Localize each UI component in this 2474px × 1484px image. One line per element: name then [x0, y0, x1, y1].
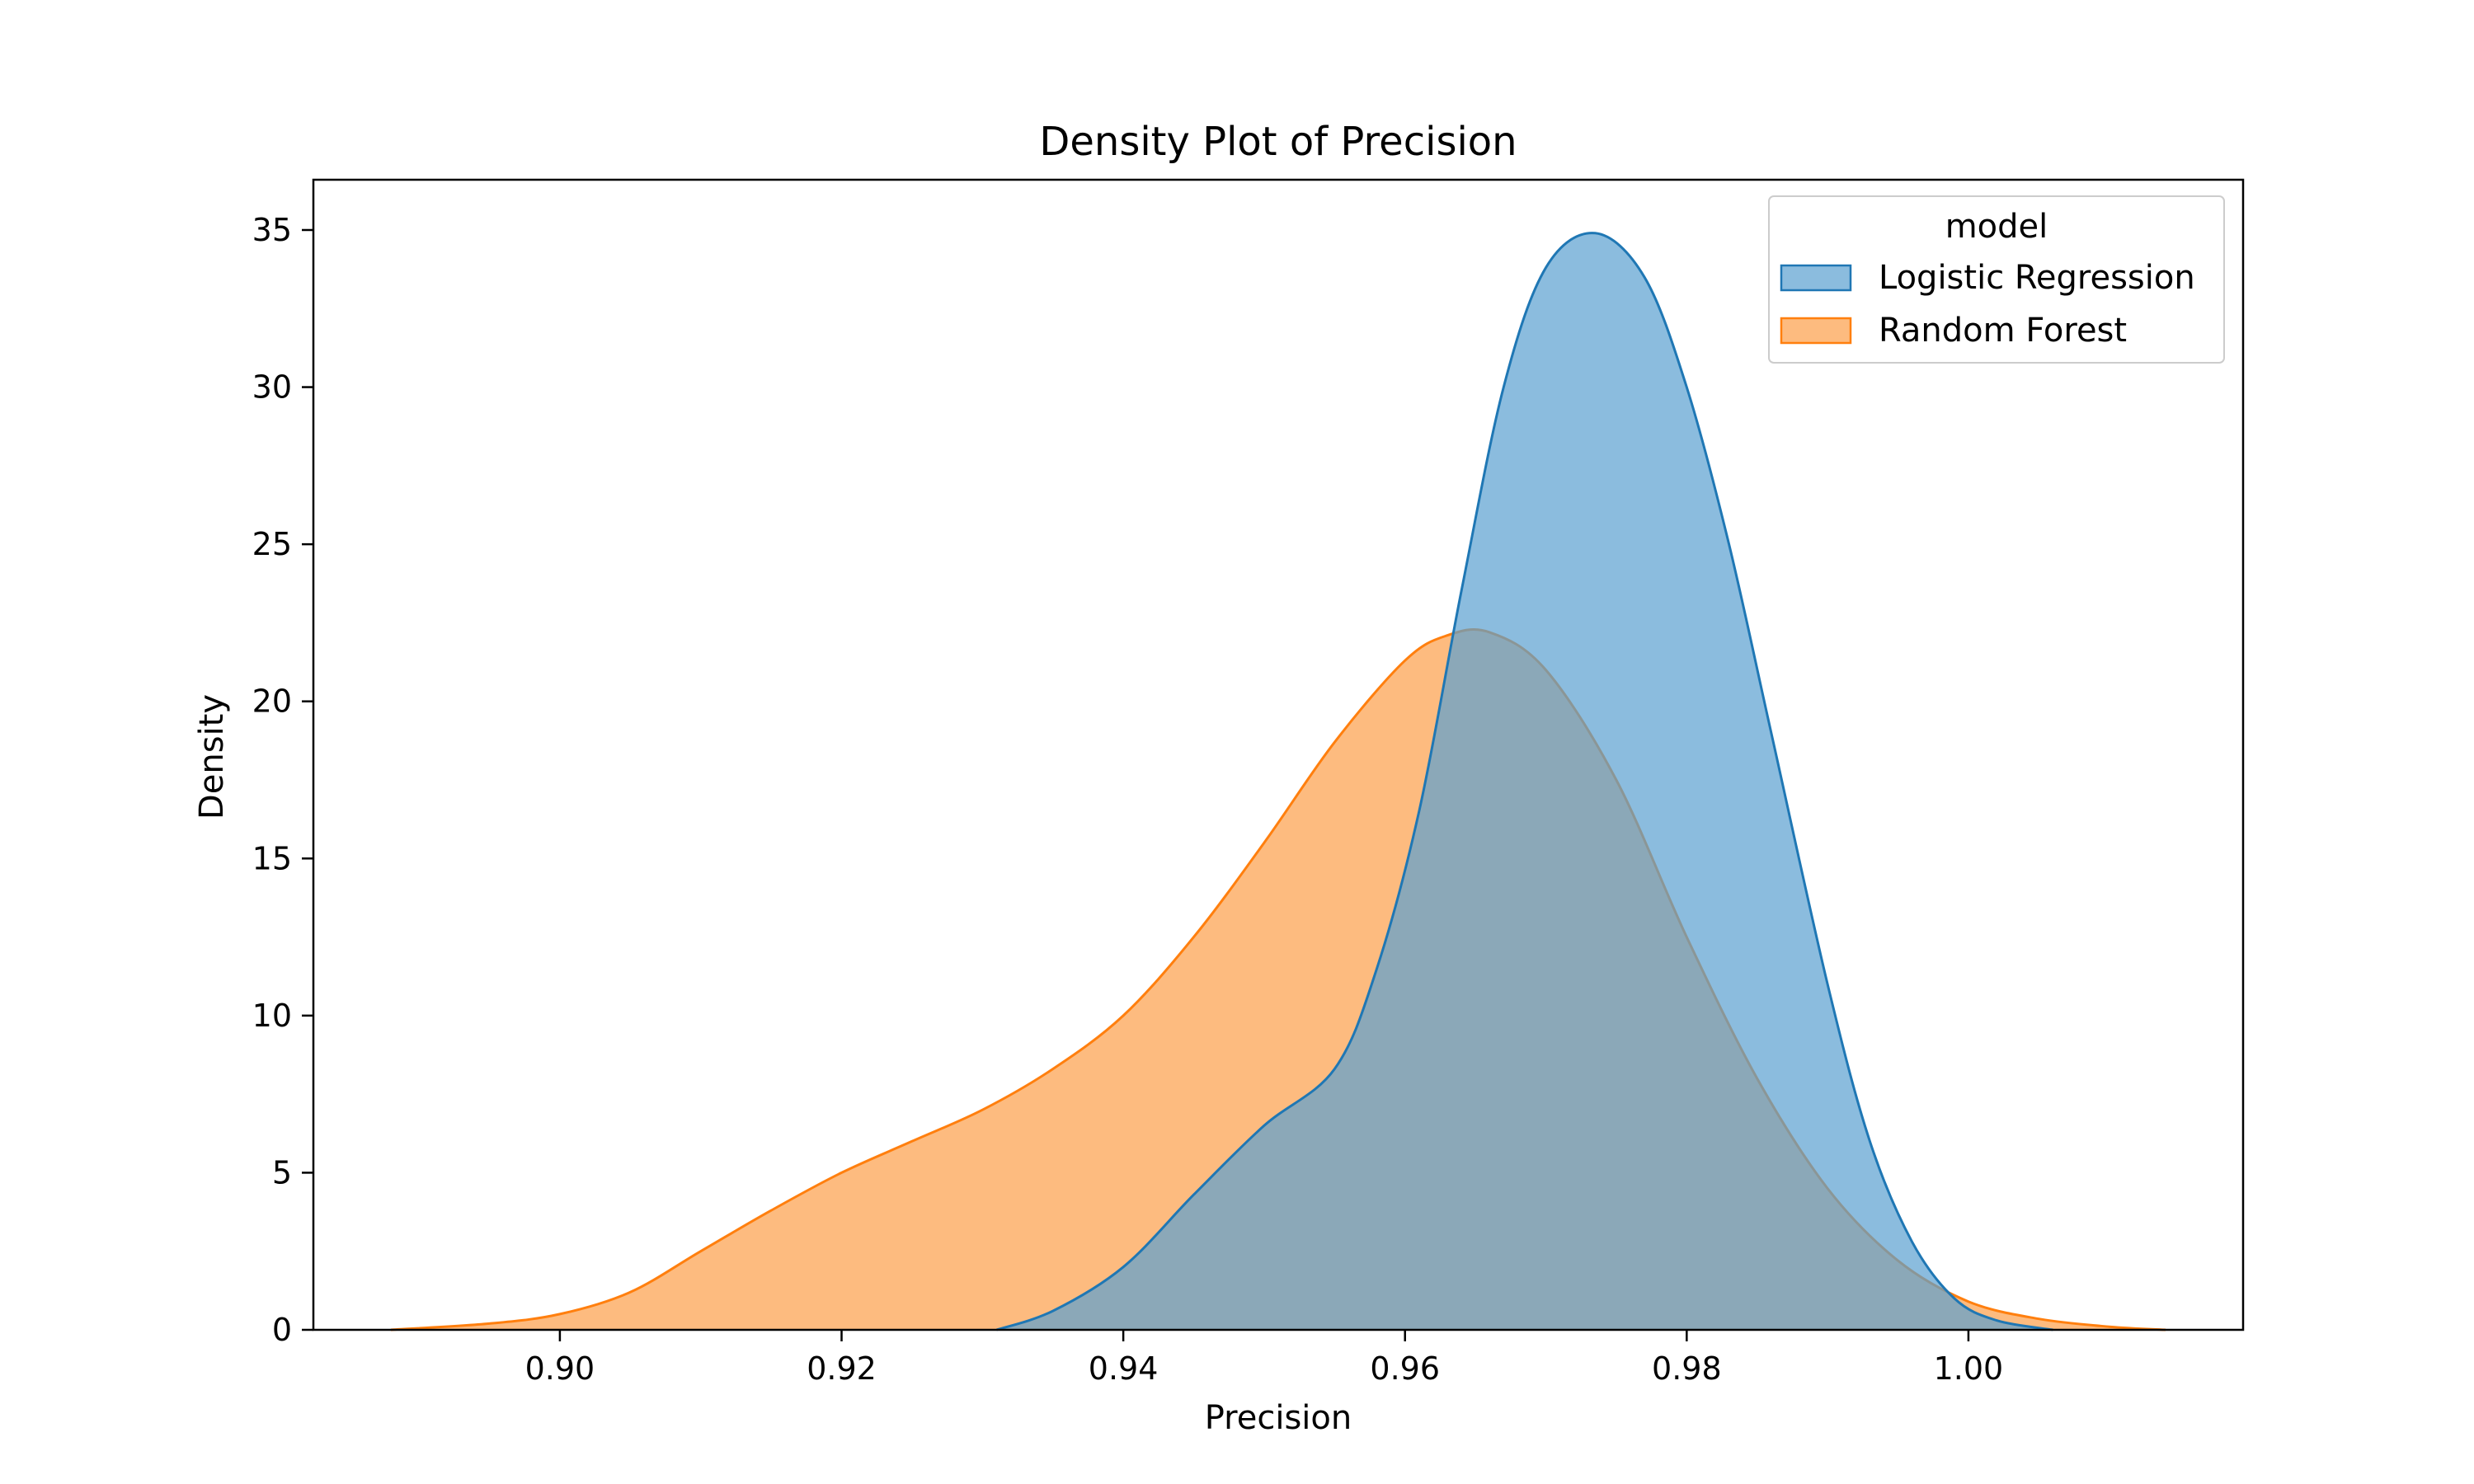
legend-box [1768, 195, 2225, 364]
legend-title: model [1945, 208, 2048, 246]
x-tick-label: 0.96 [1370, 1350, 1440, 1387]
y-tick-label: 15 [252, 840, 292, 876]
legend-label-logistic-regression: Logistic Regression [1879, 259, 2195, 297]
y-axis: 0 5 10 15 20 25 30 35 [252, 212, 313, 1348]
y-axis-label: Density [193, 694, 231, 819]
x-tick-label: 1.00 [1934, 1350, 2004, 1387]
y-tick-label: 10 [252, 998, 292, 1034]
legend-label-random-forest: Random Forest [1879, 312, 2127, 350]
legend-swatch-random-forest [1780, 317, 1852, 345]
legend: model Logistic Regression Random Forest [1768, 195, 2225, 364]
y-tick-label: 0 [272, 1312, 292, 1348]
plot-area [312, 178, 2245, 1331]
legend-swatch-logistic-regression [1780, 264, 1852, 292]
chart-title: Density Plot of Precision [1039, 119, 1517, 165]
y-tick-label: 30 [252, 369, 292, 406]
x-tick-label: 0.90 [525, 1350, 595, 1387]
y-tick-label: 25 [252, 526, 292, 562]
density-areas [390, 232, 2166, 1331]
plot-frame [312, 178, 2245, 1331]
y-tick-label: 35 [252, 212, 292, 248]
x-axis: 0.90 0.92 0.94 0.96 0.98 1.00 [525, 1330, 2004, 1387]
density-line-logistic-regression [995, 232, 2053, 1331]
x-tick-label: 0.94 [1089, 1350, 1159, 1387]
x-tick-label: 0.98 [1652, 1350, 1722, 1387]
density-area-logistic-regression [996, 232, 2053, 1330]
x-axis-label: Precision [1205, 1399, 1352, 1437]
x-tick-label: 0.92 [807, 1350, 877, 1387]
y-tick-label: 20 [252, 683, 292, 720]
y-tick-label: 5 [272, 1154, 292, 1190]
